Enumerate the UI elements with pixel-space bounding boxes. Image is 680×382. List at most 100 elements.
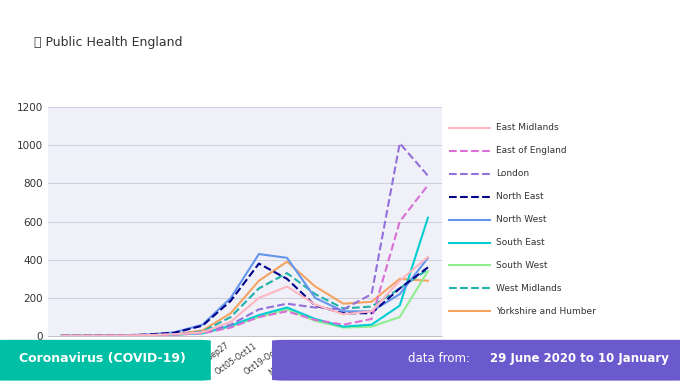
North West bbox=[142, 332, 150, 337]
Yorkshire and Humber bbox=[424, 278, 432, 283]
East of England bbox=[226, 325, 235, 330]
Line: North East: North East bbox=[62, 264, 428, 336]
South East bbox=[424, 215, 432, 220]
London bbox=[58, 333, 66, 338]
London bbox=[142, 333, 150, 338]
London bbox=[226, 322, 235, 327]
East Midlands bbox=[170, 332, 178, 337]
Yorkshire and Humber bbox=[367, 299, 375, 304]
Line: South West: South West bbox=[62, 271, 428, 336]
South West bbox=[255, 315, 263, 319]
Text: North West: North West bbox=[496, 215, 547, 224]
Text: data from:: data from: bbox=[408, 352, 474, 365]
Yorkshire and Humber bbox=[396, 277, 404, 281]
North West bbox=[86, 333, 94, 338]
West Midlands bbox=[424, 267, 432, 272]
London bbox=[255, 307, 263, 312]
Text: South East: South East bbox=[496, 238, 545, 247]
South East bbox=[58, 333, 66, 338]
East of England bbox=[367, 317, 375, 321]
North East bbox=[339, 311, 347, 316]
Text: East Midlands: East Midlands bbox=[496, 123, 559, 133]
North East bbox=[58, 333, 66, 338]
East of England bbox=[255, 315, 263, 319]
Yorkshire and Humber bbox=[170, 332, 178, 337]
North West bbox=[396, 292, 404, 296]
East of England bbox=[396, 219, 404, 224]
East Midlands bbox=[114, 333, 122, 338]
West Midlands bbox=[396, 286, 404, 291]
East of England bbox=[283, 309, 291, 314]
Line: South East: South East bbox=[62, 218, 428, 336]
West Midlands bbox=[311, 292, 320, 296]
North West bbox=[58, 333, 66, 338]
West Midlands bbox=[367, 304, 375, 309]
North East bbox=[255, 261, 263, 266]
East Midlands bbox=[255, 296, 263, 300]
West Midlands bbox=[199, 329, 207, 334]
East of England bbox=[424, 183, 432, 188]
South East bbox=[283, 305, 291, 310]
West Midlands bbox=[170, 332, 178, 337]
North West bbox=[424, 256, 432, 260]
West Midlands bbox=[283, 271, 291, 275]
East Midlands bbox=[367, 309, 375, 314]
South East bbox=[311, 317, 320, 321]
South West bbox=[311, 319, 320, 323]
North East bbox=[86, 333, 94, 338]
North West bbox=[339, 309, 347, 314]
West Midlands bbox=[58, 333, 66, 338]
Line: North West: North West bbox=[62, 254, 428, 336]
Yorkshire and Humber bbox=[255, 278, 263, 283]
Yorkshire and Humber bbox=[226, 311, 235, 316]
Yorkshire and Humber bbox=[311, 284, 320, 289]
London bbox=[114, 333, 122, 338]
North West bbox=[199, 322, 207, 327]
Text: East of England: East of England bbox=[496, 146, 567, 155]
North East bbox=[199, 323, 207, 328]
East Midlands bbox=[142, 333, 150, 338]
Text: 29 June 2020 to 10 January: 29 June 2020 to 10 January bbox=[490, 352, 668, 365]
South West bbox=[199, 331, 207, 336]
East Midlands bbox=[58, 333, 66, 338]
Text: Coronavirus (COVID-19): Coronavirus (COVID-19) bbox=[18, 352, 186, 365]
Text: South West: South West bbox=[496, 261, 548, 270]
North West bbox=[367, 309, 375, 314]
West Midlands bbox=[142, 333, 150, 338]
South East bbox=[396, 303, 404, 308]
Text: Yorkshire and Humber: Yorkshire and Humber bbox=[496, 307, 596, 316]
London bbox=[339, 307, 347, 312]
East Midlands bbox=[86, 333, 94, 338]
North West bbox=[283, 256, 291, 260]
South West bbox=[367, 324, 375, 329]
East Midlands bbox=[396, 278, 404, 283]
Yorkshire and Humber bbox=[142, 333, 150, 338]
South East bbox=[255, 313, 263, 317]
London bbox=[396, 141, 404, 146]
North West bbox=[226, 296, 235, 300]
East Midlands bbox=[311, 303, 320, 307]
South West bbox=[396, 315, 404, 319]
South West bbox=[142, 333, 150, 338]
East of England bbox=[170, 332, 178, 337]
East Midlands bbox=[226, 319, 235, 324]
FancyBboxPatch shape bbox=[272, 340, 680, 380]
Yorkshire and Humber bbox=[283, 259, 291, 264]
East of England bbox=[311, 318, 320, 322]
London bbox=[199, 330, 207, 335]
South West bbox=[424, 269, 432, 274]
South East bbox=[86, 333, 94, 338]
North East bbox=[226, 299, 235, 303]
Line: London: London bbox=[62, 143, 428, 336]
London bbox=[311, 305, 320, 310]
Yorkshire and Humber bbox=[199, 328, 207, 333]
West Midlands bbox=[226, 315, 235, 319]
West Midlands bbox=[86, 333, 94, 338]
North East bbox=[396, 286, 404, 291]
Yorkshire and Humber bbox=[58, 333, 66, 338]
London bbox=[170, 332, 178, 337]
South West bbox=[226, 324, 235, 329]
East Midlands bbox=[283, 284, 291, 289]
East of England bbox=[339, 322, 347, 327]
North East bbox=[114, 333, 122, 338]
